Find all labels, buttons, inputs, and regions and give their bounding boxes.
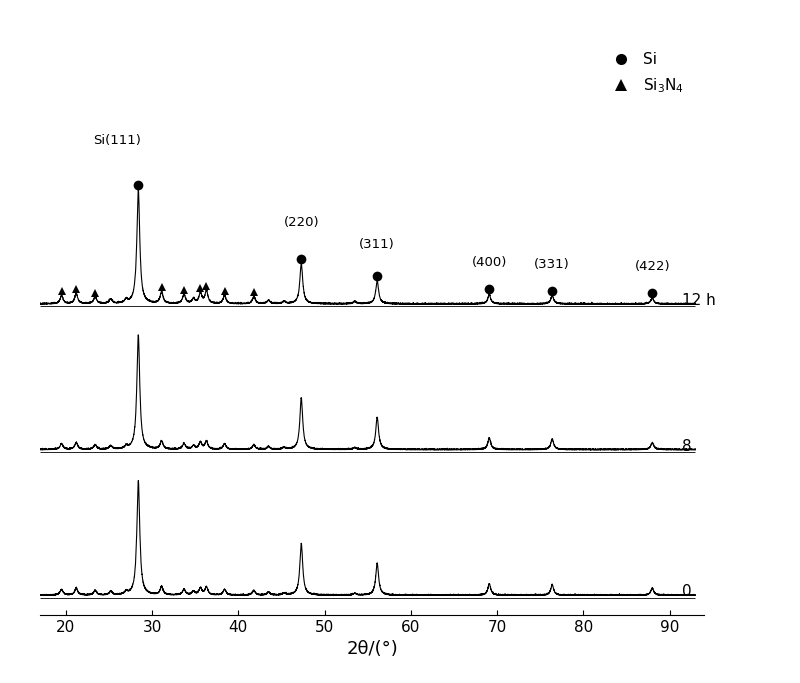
Text: (422): (422) — [634, 260, 670, 273]
X-axis label: 2θ/(°): 2θ/(°) — [346, 640, 398, 658]
Text: Si(111): Si(111) — [93, 134, 141, 147]
Text: (311): (311) — [359, 238, 395, 251]
Text: (400): (400) — [471, 256, 507, 269]
Text: 0: 0 — [682, 584, 692, 599]
Text: (331): (331) — [534, 258, 570, 271]
Text: 8: 8 — [682, 438, 692, 454]
Legend: Si, Si$_3$N$_4$: Si, Si$_3$N$_4$ — [600, 46, 690, 101]
Text: (220): (220) — [283, 216, 319, 229]
Text: 12 h: 12 h — [682, 293, 716, 308]
